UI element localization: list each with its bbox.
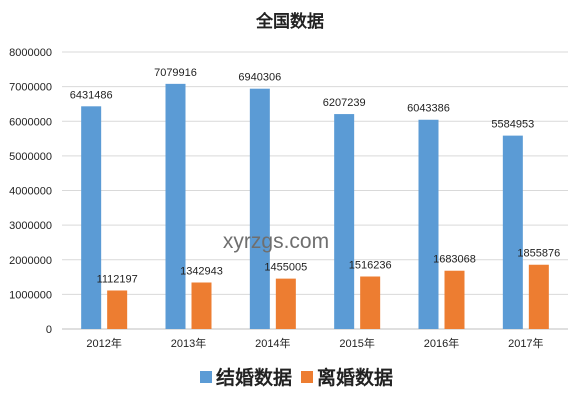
- x-tick-label: 2017年: [508, 336, 543, 350]
- bar-marriage: [249, 88, 270, 330]
- data-label-divorce: 1112197: [97, 273, 138, 285]
- y-axis-tick-labels: 0 1000000 2000000 3000000 4000000 5000000 6000…: [9, 47, 52, 336]
- bar-marriage: [81, 106, 102, 329]
- data-label-marriage: 7079916: [154, 67, 197, 79]
- chart-title: 全国数据: [255, 11, 324, 32]
- data-label-divorce: 1516236: [349, 260, 392, 272]
- x-tick-label: 2015年: [339, 336, 374, 350]
- bar-divorce: [275, 278, 296, 329]
- x-axis-tick-labels: 2012年 2013年 2014年 2015年 2016年 2017年: [86, 336, 543, 350]
- bar-marriage: [334, 114, 355, 330]
- bar-marriage: [165, 83, 186, 329]
- y-tick-label: 2000000: [9, 255, 52, 267]
- data-label-marriage: 6207239: [323, 97, 366, 109]
- data-label-divorce: 1342943: [180, 266, 223, 278]
- x-tick-label: 2016年: [424, 336, 459, 350]
- bar-divorce: [360, 276, 381, 329]
- data-label-divorce: 1855876: [517, 248, 560, 260]
- y-tick-label: 0: [46, 324, 52, 336]
- bar-marriage: [418, 119, 439, 329]
- bars: [81, 83, 549, 330]
- legend-label-divorce: 离婚数据: [317, 366, 393, 389]
- y-tick-label: 7000000: [9, 82, 52, 94]
- watermark-text: xyrzgs.com: [223, 230, 329, 253]
- legend: 结婚数据 离婚数据: [200, 366, 393, 389]
- y-tick-label: 3000000: [9, 220, 52, 232]
- data-label-marriage: 6043386: [407, 103, 450, 115]
- bar-marriage: [502, 135, 523, 329]
- data-label-divorce: 1455005: [264, 262, 307, 274]
- data-label-marriage: 6940306: [238, 72, 281, 84]
- x-tick-label: 2013年: [171, 336, 206, 350]
- bar-divorce: [444, 270, 465, 329]
- data-labels: 6431486 1112197 7079916 1342943 6940306 14550…: [70, 67, 560, 286]
- data-label-marriage: 5584953: [491, 119, 534, 131]
- y-tick-label: 6000000: [9, 116, 52, 128]
- y-tick-label: 1000000: [9, 289, 52, 301]
- y-tick-label: 4000000: [9, 186, 52, 198]
- data-label-divorce: 1683068: [433, 254, 476, 266]
- x-tick-label: 2014年: [255, 336, 290, 350]
- gridlines: [62, 51, 568, 330]
- legend-label-marriage: 结婚数据: [216, 366, 292, 389]
- data-label-marriage: 6431486: [70, 89, 113, 101]
- legend-swatch-marriage: [200, 371, 212, 383]
- bar-divorce: [528, 264, 549, 329]
- y-tick-label: 8000000: [9, 47, 52, 59]
- y-tick-label: 5000000: [9, 151, 52, 163]
- bar-divorce: [107, 290, 128, 329]
- legend-swatch-divorce: [301, 371, 313, 383]
- bar-divorce: [191, 282, 212, 329]
- x-tick-label: 2012年: [86, 336, 121, 350]
